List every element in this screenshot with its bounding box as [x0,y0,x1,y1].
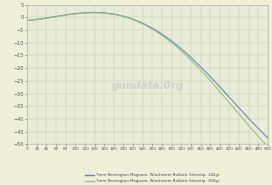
Text: gundata.0rg: gundata.0rg [112,81,184,91]
Legend: 7mm Remington Magnum, Winchester Ballistic Silvertip, 140gr, 7mm Remington Magnu: 7mm Remington Magnum, Winchester Ballist… [85,173,220,183]
